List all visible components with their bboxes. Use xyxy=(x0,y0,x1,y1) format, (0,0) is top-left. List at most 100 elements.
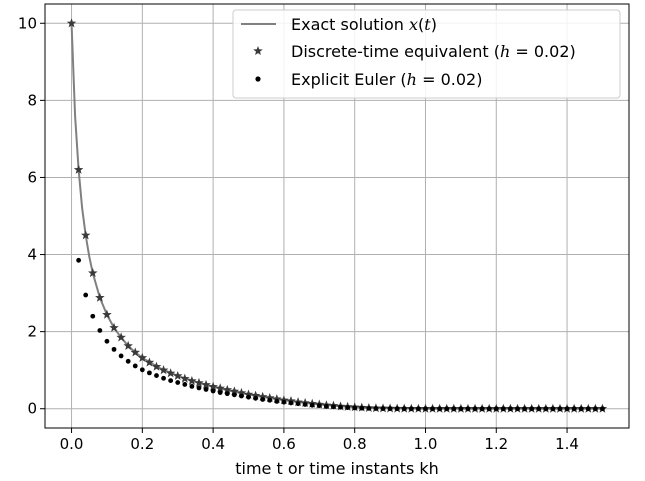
euler-point xyxy=(316,403,322,409)
euler-point xyxy=(416,406,421,412)
discrete-point xyxy=(151,361,162,371)
euler-point xyxy=(203,387,209,392)
euler-point xyxy=(557,406,563,412)
euler-point xyxy=(104,338,110,344)
euler-point xyxy=(359,405,365,411)
euler-point xyxy=(210,388,216,394)
discrete-point xyxy=(194,377,204,387)
discrete-point xyxy=(137,352,148,362)
euler-point xyxy=(465,406,471,412)
euler-point xyxy=(345,405,351,410)
euler-point xyxy=(401,406,407,412)
euler-point xyxy=(387,406,393,412)
euler-point xyxy=(274,399,280,404)
euler-point xyxy=(125,358,131,364)
x-tick-label: 1.0 xyxy=(414,435,438,453)
euler-point xyxy=(380,406,386,411)
euler-point xyxy=(267,397,273,403)
x-tick-label: 0.4 xyxy=(201,435,225,453)
euler-point xyxy=(161,375,166,381)
discrete-point xyxy=(80,230,91,240)
euler-point xyxy=(132,363,138,369)
euler-point xyxy=(260,397,266,402)
euler-point xyxy=(323,404,329,409)
legend: Exact solution x(t) Discrete-time equival… xyxy=(232,9,621,99)
y-tick-label: 0 xyxy=(27,400,37,418)
euler-point xyxy=(331,404,336,410)
euler-point xyxy=(564,406,570,412)
euler-point xyxy=(522,406,527,412)
euler-point xyxy=(444,406,450,412)
x-tick-label: 0.2 xyxy=(130,435,154,453)
euler-point xyxy=(585,406,591,412)
euler-point xyxy=(472,406,478,412)
euler-point xyxy=(147,370,152,376)
euler-point xyxy=(246,394,251,400)
legend-entry: Exact solution x(t) xyxy=(291,15,437,34)
euler-point xyxy=(139,367,145,373)
euler-point xyxy=(373,406,379,411)
discrete-point xyxy=(172,370,183,381)
euler-point xyxy=(288,400,294,406)
plot-frame xyxy=(44,3,630,429)
euler-point xyxy=(500,406,506,412)
x-tick-label: 1.4 xyxy=(555,435,579,453)
euler-point xyxy=(302,402,308,407)
x-tick-label: 0.8 xyxy=(343,435,367,453)
series-dot xyxy=(76,257,605,412)
discrete-point xyxy=(250,390,261,400)
discrete-point xyxy=(272,394,282,404)
euler-point xyxy=(394,406,400,412)
x-tick-label: 0.0 xyxy=(60,435,84,453)
discrete-point xyxy=(265,392,275,402)
discrete-point xyxy=(279,395,289,405)
euler-point xyxy=(154,373,159,378)
discrete-point xyxy=(73,164,84,174)
euler-point xyxy=(423,406,428,412)
ticks: 0.0 0.2 0.4 0.6 0.8 1.0 1.2 1.4 0 2 4 6 8 10 xyxy=(18,14,579,453)
discrete-point xyxy=(109,322,119,332)
euler-point xyxy=(309,402,315,408)
discrete-point xyxy=(88,268,98,278)
y-tick-label: 2 xyxy=(27,323,37,341)
euler-point xyxy=(224,391,230,397)
euler-point xyxy=(111,346,117,352)
discrete-point xyxy=(208,381,218,391)
discrete-point xyxy=(243,389,254,399)
legend-box xyxy=(232,9,621,99)
y-tick-label: 10 xyxy=(18,14,37,32)
discrete-point xyxy=(215,383,225,393)
discrete-point xyxy=(123,340,133,350)
euler-point xyxy=(451,406,457,412)
y-tick-label: 6 xyxy=(27,168,37,186)
discrete-point xyxy=(66,18,77,28)
discrete-point xyxy=(222,384,233,394)
euler-point xyxy=(118,353,124,359)
euler-point xyxy=(97,328,103,333)
x-tick-label: 0.6 xyxy=(272,435,296,453)
euler-point xyxy=(231,392,237,398)
discrete-point xyxy=(229,386,240,396)
discrete-point xyxy=(102,309,112,319)
discrete-point xyxy=(187,375,197,386)
euler-point xyxy=(217,390,223,395)
legend-entry: Explicit Euler (h = 0.02) xyxy=(291,70,482,89)
euler-point xyxy=(479,406,485,412)
y-tick-label: 8 xyxy=(27,91,37,109)
euler-point xyxy=(437,406,443,412)
euler-point xyxy=(168,378,174,383)
euler-point xyxy=(338,404,343,410)
x-tick-label: 1.2 xyxy=(484,435,508,453)
euler-point xyxy=(486,406,492,412)
legend-dot-marker xyxy=(255,76,261,82)
discrete-point xyxy=(130,347,141,357)
discrete-point xyxy=(236,387,247,397)
euler-point xyxy=(90,313,96,319)
discrete-point xyxy=(144,357,155,367)
discrete-point xyxy=(116,332,126,342)
series-layer xyxy=(66,18,608,413)
euler-point xyxy=(430,406,435,412)
y-tick-label: 4 xyxy=(27,246,37,264)
discrete-point xyxy=(165,368,176,378)
euler-point xyxy=(408,406,414,412)
